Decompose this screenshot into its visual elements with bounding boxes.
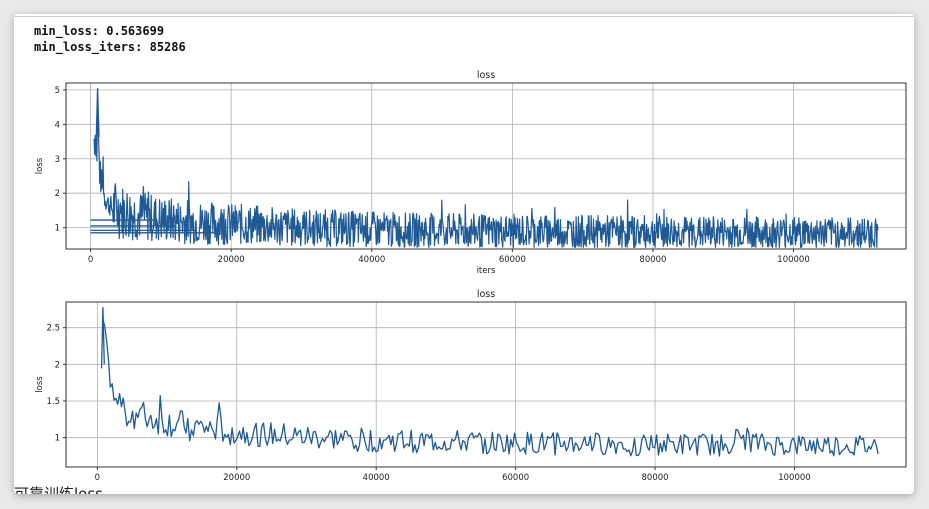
y-tick-label: 1 [55, 434, 60, 444]
cutoff-caption: 可靠训练loss [14, 485, 103, 494]
x-tick-label: 80000 [642, 473, 669, 483]
y-tick-label: 2.5 [46, 324, 60, 334]
min-loss-iters-output: min_loss_iters: 85286 [34, 40, 186, 54]
x-axis-label: iters [477, 266, 496, 276]
notebook-output-cell: min_loss: 0.563699 min_loss_iters: 85286… [14, 14, 914, 494]
x-tick-label: 60000 [502, 473, 529, 483]
plot-frame [65, 82, 907, 250]
plot-area [66, 302, 906, 467]
loss-peak-line [95, 88, 100, 141]
y-tick-label: 3 [55, 155, 60, 165]
loss-series-line [93, 92, 879, 248]
x-tick-label: 80000 [639, 255, 666, 265]
y-axis-label: loss [35, 376, 45, 393]
min-loss-output: min_loss: 0.563699 [34, 24, 165, 38]
y-tick-label: 2 [55, 189, 60, 199]
x-tick-label: 0 [95, 473, 100, 483]
x-tick-label: 20000 [218, 255, 245, 265]
y-tick-label: 5 [55, 86, 60, 96]
x-tick-label: 40000 [358, 255, 385, 265]
chart-title: loss [477, 70, 495, 81]
x-tick-label: 100000 [777, 255, 809, 265]
loss-series-line [102, 318, 879, 457]
loss-charts: 0 20000 40000 60000 80000 100000 1 2 3 4 5 loss iter… [35, 70, 907, 483]
y-tick-label: 1.5 [46, 397, 60, 407]
y-tick-label: 1 [55, 224, 60, 234]
x-tick-label: 0 [88, 255, 93, 265]
cell-top-border [14, 16, 914, 17]
x-tick-label: 20000 [223, 473, 250, 483]
y-tick-label: 2 [55, 360, 60, 370]
chart-title: loss [477, 289, 495, 300]
plot-frame [65, 301, 907, 468]
y-tick-label: 4 [55, 120, 60, 130]
y-axis-label: loss [35, 157, 45, 174]
x-tick-label: 60000 [499, 255, 526, 265]
loss-peak-line [100, 307, 105, 369]
x-tick-label: 100000 [778, 473, 810, 483]
x-tick-label: 40000 [363, 473, 390, 483]
